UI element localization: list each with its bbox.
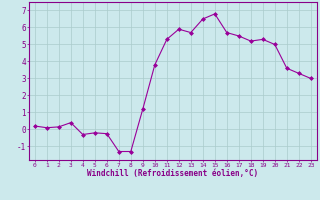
X-axis label: Windchill (Refroidissement éolien,°C): Windchill (Refroidissement éolien,°C): [87, 169, 258, 178]
